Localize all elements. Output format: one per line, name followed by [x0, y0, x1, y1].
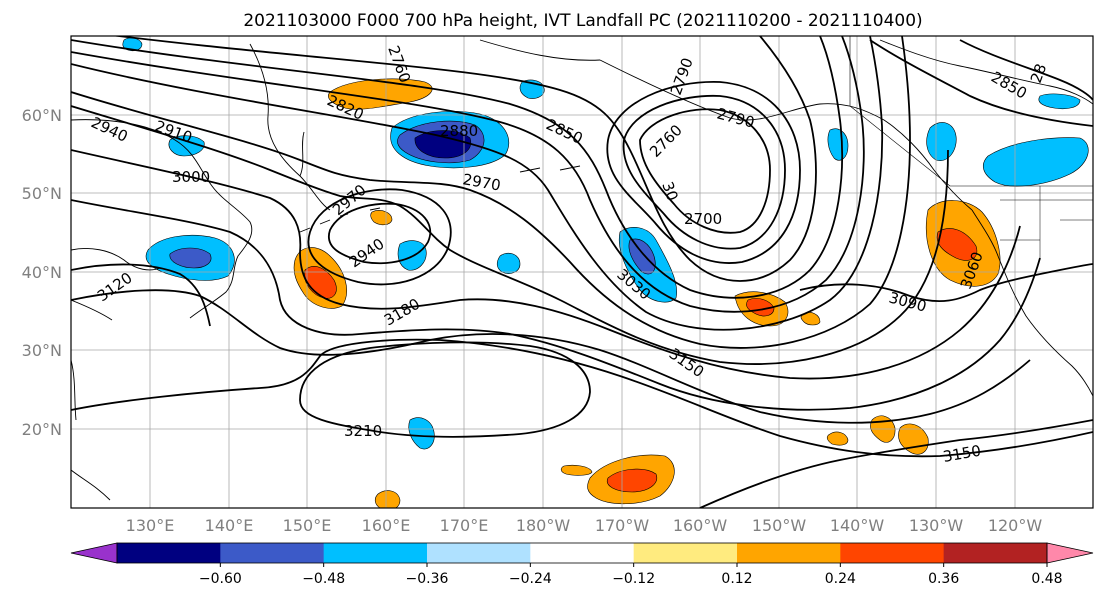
colorbar-tick-label: −0.12: [612, 571, 655, 587]
lat-label: 30°N: [22, 341, 62, 360]
height-contours: [71, 36, 1093, 508]
colorbar-bin: [737, 543, 841, 563]
contour-2970-ring: [327, 202, 432, 265]
colorbar-tick-label: −0.36: [406, 571, 449, 587]
contour-3150-south: [699, 419, 1093, 508]
anomaly-patch-small-1: [168, 135, 205, 157]
lon-label: 160°W: [673, 516, 728, 535]
colorbar-tick-label: 0.48: [1031, 571, 1062, 587]
contour-label: 2700: [684, 210, 722, 228]
colorbar-bin: [117, 543, 221, 563]
contour-3000: [71, 149, 1021, 380]
figure-title: 2021103000 F000 700 hPa height, IVT Land…: [243, 11, 922, 31]
colorbar: [70, 542, 1094, 564]
contour-2880: [71, 36, 884, 331]
coast-alaska: [599, 59, 973, 211]
border-canada: [849, 36, 1093, 187]
colorbar-tick-label: 0.12: [721, 571, 752, 587]
contour-2820: [71, 36, 843, 299]
contour-3120: [71, 289, 1031, 424]
anomaly-patch-small-10: [374, 490, 401, 508]
contour-label: 2880: [440, 122, 478, 140]
colorbar-ticks: −0.60 −0.48 −0.36 −0.24 −0.12 0.12 0.24 0.36 0.4…: [199, 563, 1063, 587]
colorbar-tick-label: −0.48: [302, 571, 345, 587]
contour-2700: [639, 108, 771, 234]
colorbar-bin: [943, 543, 1048, 563]
anomaly-patch-kamchatka-min: [414, 130, 472, 159]
anomaly-patch-south-pac-core: [606, 468, 658, 493]
lon-label: 150°W: [752, 516, 807, 535]
anomaly-patch-small-12: [826, 431, 849, 446]
colorbar-extend-low: [70, 542, 118, 564]
lon-label: 140°W: [830, 516, 885, 535]
lon-label: 130°E: [126, 516, 175, 535]
contour-3000-ring: [307, 188, 452, 286]
contour-3150: [71, 338, 1093, 458]
colorbar-tick-label: −0.60: [199, 571, 242, 587]
colorbar-tick-label: 0.36: [928, 571, 959, 587]
contour-extra-1: [71, 263, 211, 327]
contour-2910: [71, 36, 911, 349]
lon-label: 160°E: [362, 516, 411, 535]
contour-3060: [71, 199, 1041, 411]
contour-label: 28: [1027, 61, 1050, 85]
contour-3180: [299, 341, 591, 438]
anomaly-patch-small-3: [496, 252, 521, 274]
contour-2760: [606, 81, 801, 264]
lon-label: 170°E: [440, 516, 489, 535]
coast-asia: [71, 119, 253, 501]
contour-2850: [71, 36, 865, 313]
anomaly-patch-canada: [982, 137, 1089, 187]
contour-label: 30: [658, 179, 681, 203]
lat-label: 20°N: [22, 420, 62, 439]
coastlines: [71, 36, 1093, 501]
lon-label: 150°E: [283, 516, 332, 535]
contour-3090: [799, 263, 1093, 303]
lon-label: 120°W: [988, 516, 1043, 535]
colorbar-bin: [427, 543, 531, 563]
anomaly-patch-japan-sea-core: [169, 247, 212, 269]
colorbar-bin: [840, 543, 945, 563]
colorbar-tick-label: −0.24: [509, 571, 552, 587]
contour-label: 3210: [344, 422, 382, 440]
colorbar-frame: [116, 542, 1048, 564]
anomaly-patch-central-pac-core: [628, 238, 656, 275]
contour-2730: [622, 94, 786, 250]
contour-extra-2: [869, 39, 1093, 127]
lon-label: 170°W: [595, 516, 650, 535]
latitude-labels: 60°N 50°N 40°N 30°N 20°N: [22, 106, 62, 439]
map-panel: 2940 2910 3000 2820 2760 2880 2850 2790 …: [71, 36, 1093, 508]
lon-label: 140°E: [205, 516, 254, 535]
colorbar-tick-label: 0.24: [825, 571, 856, 587]
border-states: [1000, 186, 1093, 260]
colorbar-extend-high: [1046, 542, 1094, 564]
contour-label: 3000: [172, 168, 210, 186]
colorbar-bin: [323, 543, 428, 563]
colorbar-bin: [633, 543, 738, 563]
map-frame: [70, 35, 1094, 509]
coast-north-america: [971, 209, 1093, 397]
colorbar-bin: [530, 543, 635, 563]
lat-label: 60°N: [22, 106, 62, 125]
contour-extra-3: [959, 39, 1093, 101]
anomaly-patch-small-7: [370, 210, 393, 226]
anomaly-patch-bering: [328, 78, 433, 110]
contour-2940: [71, 105, 949, 365]
colorbar-bin: [220, 543, 325, 563]
anomaly-patch-small-13: [800, 312, 821, 326]
anomaly-patch-oregon-core: [936, 228, 978, 261]
coast-arctic: [479, 39, 1093, 105]
lon-label: 180°W: [516, 516, 571, 535]
lon-label: 130°W: [909, 516, 964, 535]
lat-label: 50°N: [22, 184, 62, 203]
anomaly-patch-small-9: [1038, 93, 1081, 110]
coast-kamchatka: [249, 43, 331, 211]
lat-label: 40°N: [22, 263, 62, 282]
longitude-labels: 130°E 140°E 150°E 160°E 170°E 180°W 170°…: [126, 516, 1043, 535]
anomaly-patch-small-11: [560, 464, 593, 476]
contour-2790: [111, 36, 817, 282]
